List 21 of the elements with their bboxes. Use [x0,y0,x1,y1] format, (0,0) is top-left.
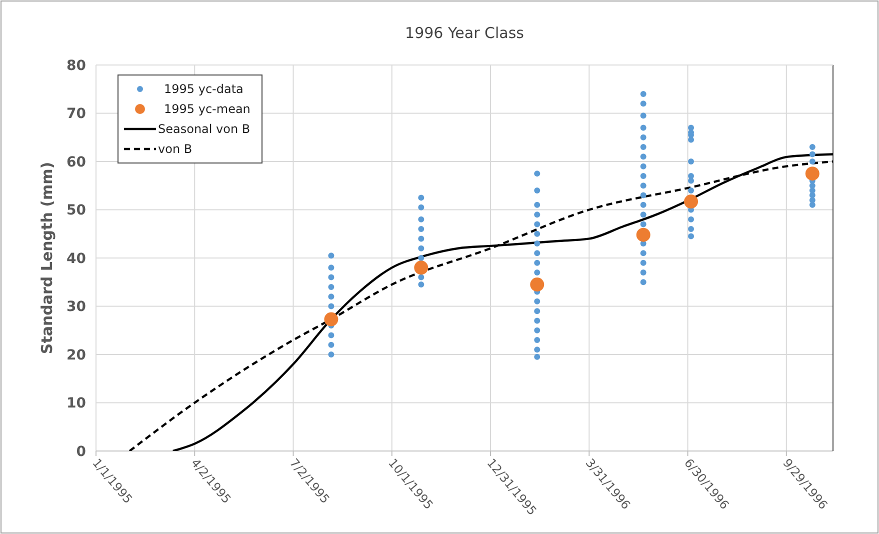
y-tick-label: 80 [66,58,86,74]
point [805,166,820,181]
y-axis-title: Standard Length (mm) [38,162,56,354]
y-tick-label: 70 [66,106,86,122]
y-tick-label: 10 [66,396,86,412]
legend-label: von B [158,142,192,156]
point [414,260,428,275]
point [324,312,338,326]
y-tick-label: 0 [76,444,86,460]
y-tick-label: 20 [66,347,86,364]
y-tick-label: 60 [66,154,86,170]
legend-label: 1995 yc-mean [164,102,250,116]
y-tick-label: 50 [66,202,86,219]
y-tick-label: 30 [66,299,86,316]
point [530,278,544,292]
y-tick-label: 40 [66,250,86,267]
legend-label: 1995 yc-data [164,82,244,96]
point [636,228,650,242]
legend-label: Seasonal von B [158,122,250,136]
chart-title: 1996 Year Class [405,24,524,42]
point [684,194,698,209]
